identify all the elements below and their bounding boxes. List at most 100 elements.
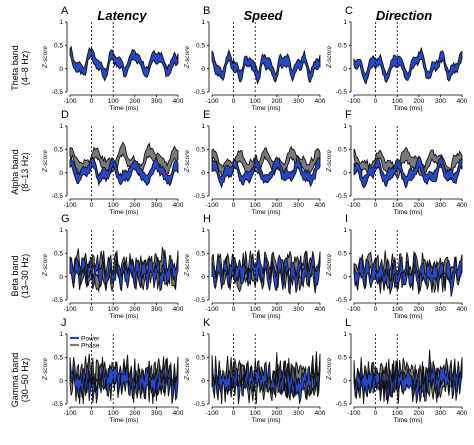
x-tick-label: 300	[151, 410, 162, 417]
y-axis-title: Z-score	[184, 46, 191, 69]
y-tick-label: -0.5	[194, 401, 206, 408]
band-power-h	[211, 249, 321, 296]
row-label-alpha-range: (8–13 Hz)	[20, 152, 30, 192]
x-tick-label: 100	[108, 306, 119, 313]
y-tick-label: 0	[59, 170, 63, 177]
row-label-gamma-range: (30–50 Hz)	[20, 358, 30, 403]
panel-letter-l: L	[345, 317, 351, 329]
x-tick-label: 100	[392, 306, 403, 313]
y-tick-label: 1	[59, 331, 63, 338]
x-tick-label: 300	[293, 410, 304, 417]
x-axis-title: Time (ms)	[251, 105, 280, 112]
y-tick-label: 0	[343, 274, 347, 281]
x-tick-label: 200	[271, 202, 282, 209]
y-axis-title: Z-score	[326, 150, 333, 173]
y-tick-label: 0.5	[338, 251, 347, 258]
x-tick-label: -100	[205, 306, 218, 313]
panel-b: B -0.5 0 0.5 1 -100 0 100 200 300 400 Time (ms) Z-sc…	[184, 5, 326, 112]
band-power-e	[211, 154, 321, 189]
x-tick-label: 100	[250, 202, 261, 209]
x-tick-label: -100	[347, 410, 360, 417]
x-tick-label: 300	[435, 202, 446, 209]
y-axis-title: Z-score	[42, 358, 49, 381]
y-axis-title: Z-score	[42, 46, 49, 69]
y-tick-label: -0.5	[336, 193, 348, 200]
y-tick-label: -0.5	[52, 297, 64, 304]
x-tick-label: 100	[250, 306, 261, 313]
x-tick-label: 200	[413, 202, 424, 209]
panel-letter-c: C	[345, 5, 353, 17]
col-title-latency: Latency	[97, 8, 147, 23]
y-tick-label: 1	[201, 123, 205, 130]
x-tick-label: 0	[374, 306, 378, 313]
panel-letter-f: F	[345, 109, 352, 121]
panel-letter-d: D	[61, 109, 69, 121]
panel-h: H -0.5 0 0.5 1 -100 0 100 200 300 400 Time (ms) Z-sc…	[184, 213, 326, 320]
x-axis-title: Time (ms)	[109, 417, 138, 424]
y-axis-title: Z-score	[184, 358, 191, 381]
x-tick-label: 200	[413, 98, 424, 105]
panel-e: E -0.5 0 0.5 1 -100 0 100 200 300 400 Time (ms) Z-sc…	[184, 109, 326, 216]
x-tick-label: 200	[271, 306, 282, 313]
y-tick-label: 0	[201, 378, 205, 385]
y-tick-label: 0.5	[196, 147, 205, 154]
y-tick-label: -0.5	[52, 401, 64, 408]
x-tick-label: 300	[293, 98, 304, 105]
y-tick-label: -0.5	[194, 89, 206, 96]
x-tick-label: -100	[205, 410, 218, 417]
y-tick-label: 0	[343, 170, 347, 177]
x-tick-label: 100	[108, 202, 119, 209]
x-tick-label: 100	[250, 98, 261, 105]
panel-k: K -0.5 0 0.5 1 -100 0 100 200 300 400 Time (ms) Z-sc…	[184, 317, 326, 424]
x-axis-title: Time (ms)	[393, 209, 422, 216]
band-power-i	[353, 251, 463, 297]
y-tick-label: 0	[201, 274, 205, 281]
x-axis-title: Time (ms)	[109, 313, 138, 320]
x-tick-label: 400	[457, 306, 468, 313]
panel-a: A -0.5 0 0.5 1 -100 0 100 200 300 400 Time (ms) Z-sc…	[42, 5, 184, 112]
x-tick-label: 400	[173, 410, 184, 417]
x-tick-label: 300	[151, 306, 162, 313]
x-tick-label: 100	[250, 410, 261, 417]
x-axis-title: Time (ms)	[251, 209, 280, 216]
y-tick-label: 1	[343, 227, 347, 234]
y-tick-label: 0.5	[338, 147, 347, 154]
band-power-l	[353, 349, 463, 404]
x-tick-label: 200	[413, 306, 424, 313]
y-axis-title: Z-score	[326, 358, 333, 381]
x-tick-label: 0	[232, 306, 236, 313]
y-tick-label: 1	[343, 19, 347, 26]
y-tick-label: 0	[343, 378, 347, 385]
panel-l: L -0.5 0 0.5 1 -100 0 100 200 300 400 Time (ms) Z-sc…	[326, 317, 468, 424]
x-tick-label: 0	[232, 202, 236, 209]
x-tick-label: -100	[347, 98, 360, 105]
band-power-d	[69, 155, 179, 187]
x-tick-label: -100	[63, 98, 76, 105]
y-tick-label: 1	[201, 19, 205, 26]
y-tick-label: -0.5	[52, 89, 64, 96]
y-tick-label: -0.5	[194, 193, 206, 200]
row-label-beta-range: (13–30 Hz)	[20, 254, 30, 299]
x-tick-label: 0	[232, 410, 236, 417]
y-tick-label: 1	[59, 227, 63, 234]
x-axis-title: Time (ms)	[393, 417, 422, 424]
x-tick-label: 0	[374, 202, 378, 209]
y-tick-label: 0	[59, 274, 63, 281]
col-title-speed: Speed	[243, 8, 283, 23]
x-tick-label: -100	[205, 98, 218, 105]
y-tick-label: -0.5	[336, 401, 348, 408]
y-tick-label: 0.5	[54, 251, 63, 258]
panel-letter-a: A	[61, 5, 69, 17]
x-tick-label: 100	[392, 410, 403, 417]
panel-j: J -0.5 0 0.5 1 -100 0 100 200 300 400 Time (ms) Z-sc…	[42, 317, 184, 424]
y-tick-label: 1	[201, 227, 205, 234]
y-tick-label: 0	[343, 66, 347, 73]
panel-c: C -0.5 0 0.5 1 -100 0 100 200 300 400 Time (ms) Z-sc…	[326, 5, 468, 112]
row-label-beta: Beta band (13–30 Hz)	[10, 254, 30, 299]
y-tick-label: 1	[201, 331, 205, 338]
x-tick-label: -100	[347, 306, 360, 313]
panel-letter-b: B	[203, 5, 210, 17]
